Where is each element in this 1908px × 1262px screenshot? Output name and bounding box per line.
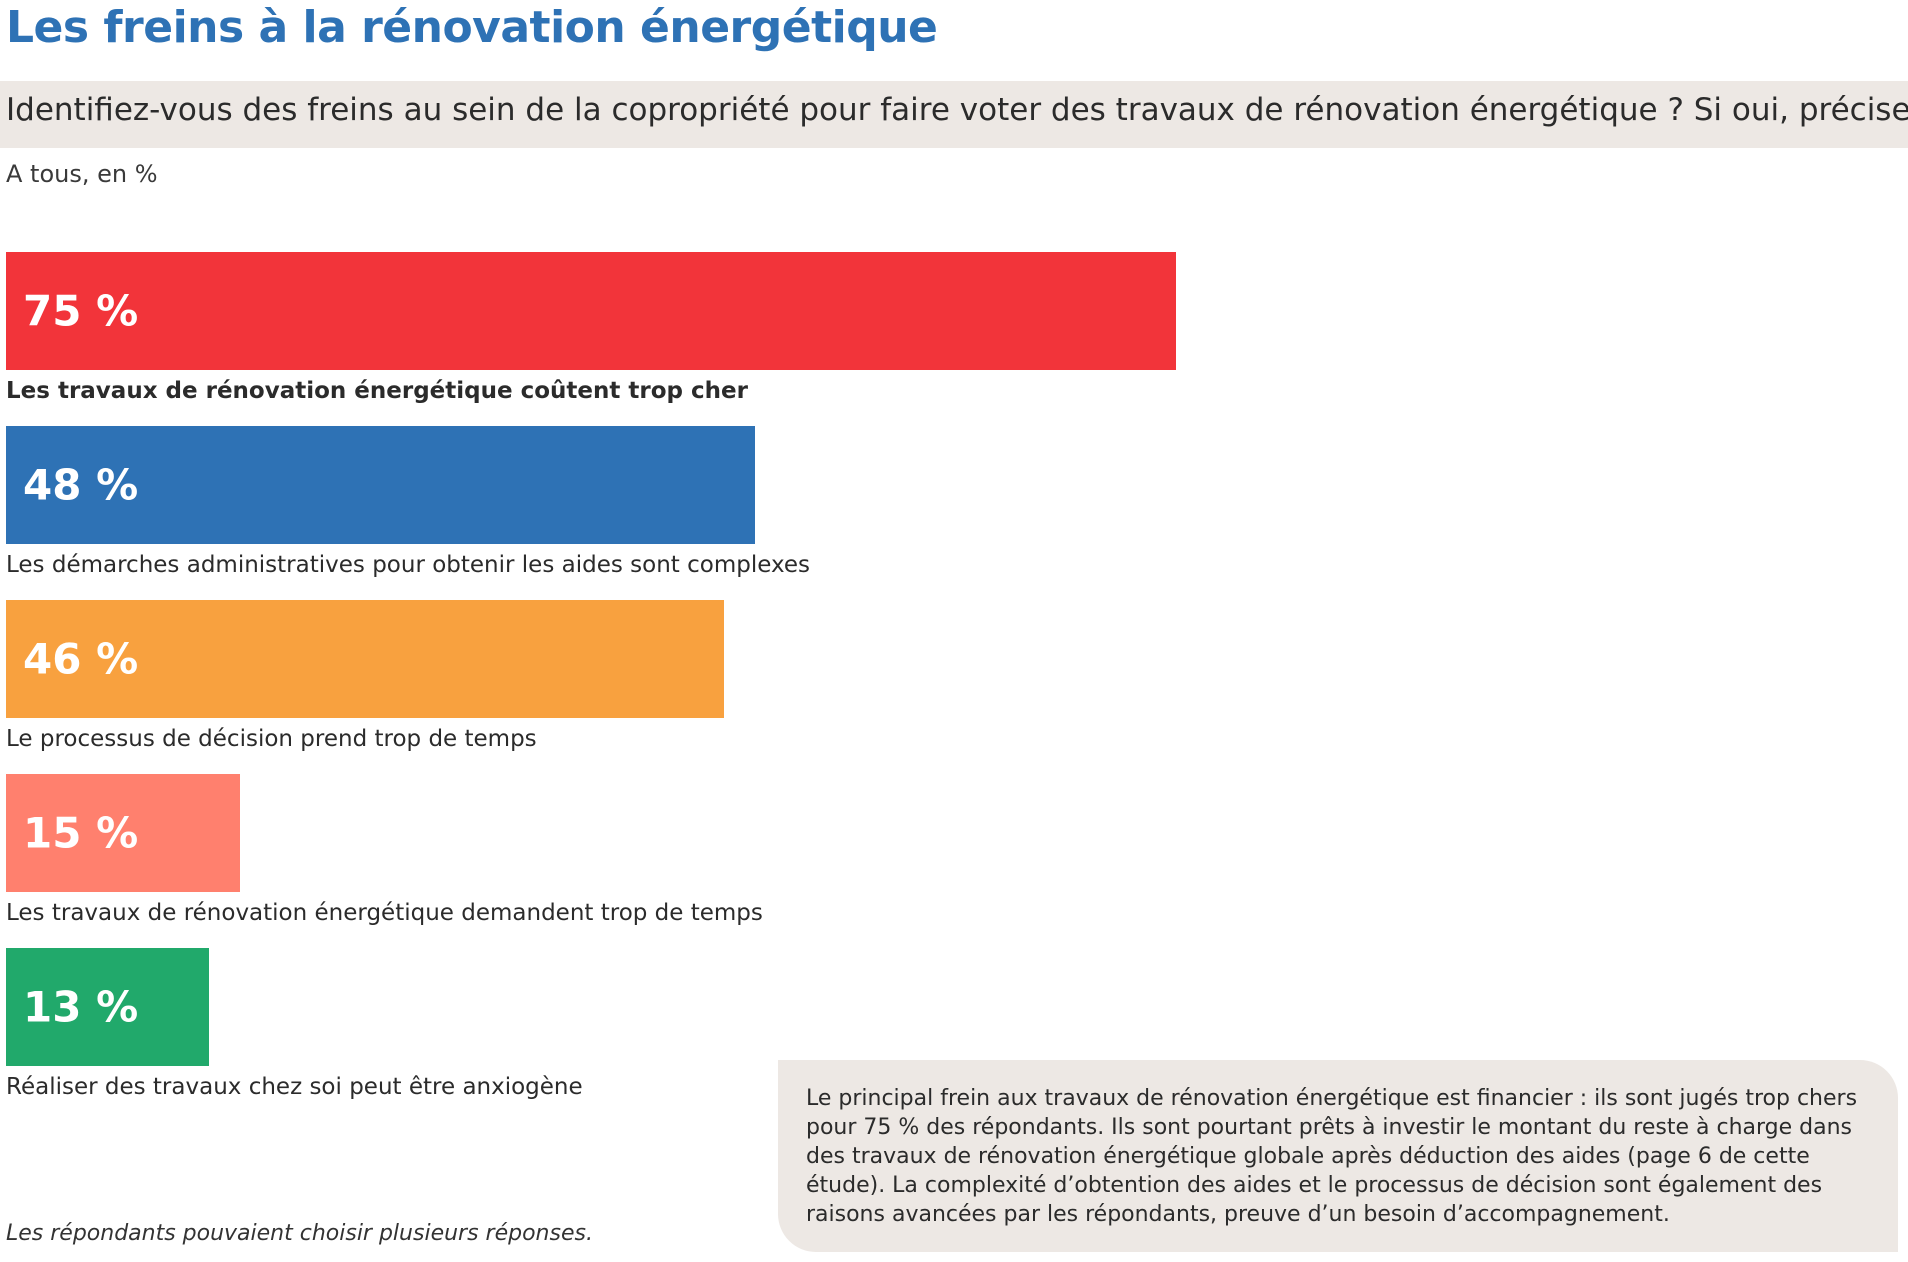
footnote: Les répondants pouvaient choisir plusieu… <box>6 1221 593 1246</box>
bar-value-label: 15 % <box>23 808 139 858</box>
category-label: Les travaux de rénovation énergétique co… <box>6 378 748 404</box>
page-title: Les freins à la rénovation énergétique <box>6 2 938 53</box>
category-label: Les démarches administratives pour obten… <box>6 552 811 578</box>
bar: 48 % <box>6 426 755 544</box>
bar-chart: 75 % Les travaux de rénovation énergétiqu… <box>0 240 1908 1100</box>
base-note: A tous, en % <box>6 160 158 188</box>
bar-value-label: 48 % <box>23 460 139 510</box>
bar: 75 % <box>6 252 1176 370</box>
question-banner: Identifiez-vous des freins au sein de la… <box>0 81 1908 148</box>
category-label: Les travaux de rénovation énergétique de… <box>6 900 763 926</box>
bar-value-label: 46 % <box>23 634 139 684</box>
question-text: Identifiez-vous des freins au sein de la… <box>6 92 1908 128</box>
bar-value-label: 13 % <box>23 982 139 1032</box>
bar: 13 % <box>6 948 209 1066</box>
callout-box: Le principal frein aux travaux de rénova… <box>778 1060 1898 1252</box>
category-label: Le processus de décision prend trop de t… <box>6 726 537 752</box>
category-label: Réaliser des travaux chez soi peut être … <box>6 1074 583 1100</box>
callout-text: Le principal frein aux travaux de rénova… <box>806 1086 1858 1227</box>
bar: 15 % <box>6 774 240 892</box>
bar-value-label: 75 % <box>23 286 139 336</box>
bar: 46 % <box>6 600 724 718</box>
